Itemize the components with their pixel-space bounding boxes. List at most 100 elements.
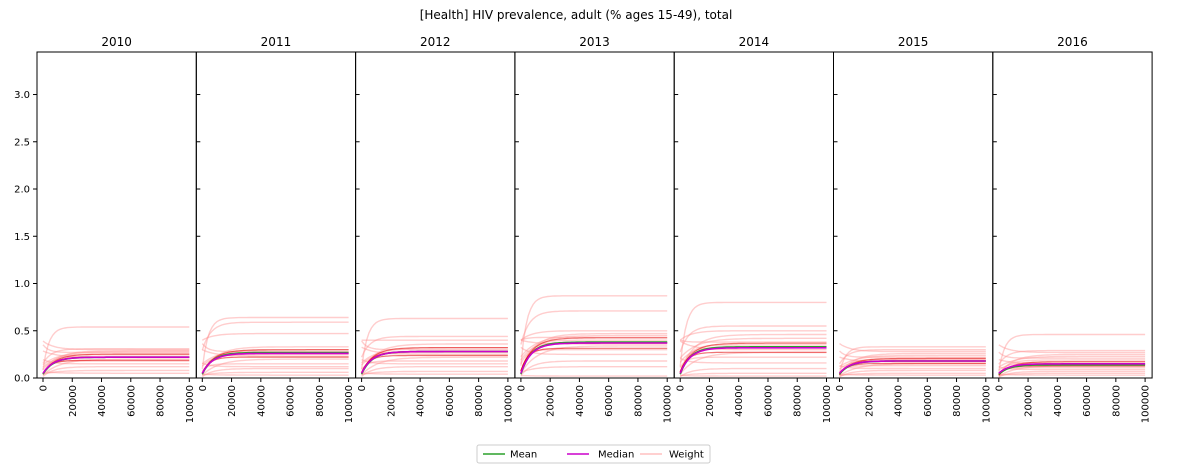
legend-label-weight: Weight [669, 450, 704, 461]
weight-line [679, 356, 827, 368]
x-tick-label: 80000 [793, 385, 804, 417]
mean-line [998, 364, 1146, 375]
weight-line [361, 360, 508, 370]
panel-curves [42, 326, 190, 377]
panel-title: 2011 [261, 35, 292, 49]
weight-line [679, 333, 827, 372]
weight-line [202, 371, 349, 376]
y-tick-label: 1.0 [14, 279, 30, 290]
weight-line [520, 345, 668, 374]
x-tick-label: 80000 [952, 385, 963, 417]
weight-line [201, 321, 349, 351]
weight-line [520, 334, 668, 358]
y-tick-label: 2.5 [14, 137, 30, 148]
weight-line [679, 340, 827, 351]
weight-line [42, 359, 190, 375]
legend-label-median: Median [598, 450, 634, 461]
x-tick-label: 100000 [981, 385, 992, 423]
weight-line [361, 358, 508, 365]
weight-line [360, 335, 508, 358]
y-tick-label: 0.5 [14, 326, 30, 337]
chart-title: [Health] HIV prevalence, adult (% ages 1… [420, 8, 733, 22]
weight-line [520, 332, 668, 372]
x-tick-label: 20000 [227, 385, 238, 417]
panel-title: 2014 [739, 35, 770, 49]
panel-2010: 2010 0.0 0.5 1.0 1.5 2.0 2.5 3.0 0 20000 40000 6000… [14, 35, 197, 423]
median-line [520, 342, 668, 374]
weight-line [520, 310, 668, 345]
weight-line [839, 357, 986, 375]
panel-title: 2015 [898, 35, 929, 49]
weight-line [201, 316, 349, 369]
median-line [360, 350, 508, 374]
weight-line [520, 349, 668, 365]
panel-title: 2012 [420, 35, 451, 49]
x-tick-label: 40000 [734, 385, 745, 417]
weight-line [361, 366, 508, 377]
x-tick-label: 0 [198, 385, 209, 391]
panel-title: 2016 [1057, 35, 1088, 49]
weight-line [998, 373, 1146, 376]
weight-line [998, 366, 1146, 371]
x-tick-label: 100000 [503, 385, 514, 423]
y-tick-label: 3.0 [14, 90, 30, 101]
weight-line [839, 373, 986, 376]
weight-line [202, 373, 349, 376]
x-tick-label: 80000 [1111, 385, 1122, 417]
weight-line [42, 326, 190, 371]
weight-line [201, 367, 349, 378]
x-tick-label: 20000 [1024, 385, 1035, 417]
chart-panels: 2010 0.0 0.5 1.0 1.5 2.0 2.5 3.0 0 20000 40000 6000… [14, 35, 1153, 423]
panel-title: 2010 [101, 35, 132, 49]
x-tick-label: 100000 [822, 385, 833, 423]
panel-frame [833, 51, 994, 379]
x-tick-label: 20000 [705, 385, 716, 417]
weight-line [42, 344, 190, 354]
weight-line [202, 362, 349, 368]
weight-line [998, 353, 1146, 375]
weight-line [42, 369, 190, 375]
weight-line [680, 372, 827, 377]
x-tick-label: 20000 [546, 385, 557, 417]
median-line [679, 347, 827, 374]
median-line [201, 352, 349, 374]
weight-line [42, 350, 190, 366]
x-tick-label: 80000 [156, 385, 167, 417]
weight-line [520, 295, 668, 366]
weight-line [680, 374, 827, 377]
weight-line [520, 341, 668, 361]
y-tick-label: 1.5 [14, 232, 30, 243]
weight-line [361, 356, 508, 376]
weight-line [201, 363, 349, 372]
weight-line [679, 357, 827, 364]
x-tick-label: 60000 [604, 385, 615, 417]
x-tick-label: 100000 [1141, 385, 1152, 423]
weight-line [520, 330, 668, 341]
panel-2011: 2011 0 20000 40000 60000 80000 100000 [195, 35, 357, 423]
y-tick-label: 0.0 [14, 374, 30, 385]
weight-line [679, 301, 827, 367]
legend-frame [476, 444, 711, 464]
weight-line [839, 369, 986, 378]
panel-2013: 2013 0 20000 40000 60000 80000 100000 [514, 35, 675, 423]
weight-line [839, 354, 986, 368]
weight-line [360, 343, 508, 374]
weight-line [679, 325, 827, 353]
weight-line [838, 346, 986, 374]
weight-line [998, 366, 1146, 374]
weight-line [520, 374, 668, 377]
x-tick-label: 0 [357, 385, 368, 391]
weight-line [998, 372, 1146, 377]
weight-line [361, 370, 508, 376]
x-tick-label: 60000 [763, 385, 774, 417]
panel-curves [838, 343, 986, 378]
panel-curves [201, 316, 349, 378]
weight-line [520, 347, 668, 372]
weight-line [361, 372, 508, 375]
x-tick-label: 20000 [68, 385, 79, 417]
panel-frame [355, 51, 516, 379]
x-tick-label: 0 [516, 385, 527, 391]
weight-line [839, 365, 986, 370]
weight-line [998, 349, 1146, 365]
